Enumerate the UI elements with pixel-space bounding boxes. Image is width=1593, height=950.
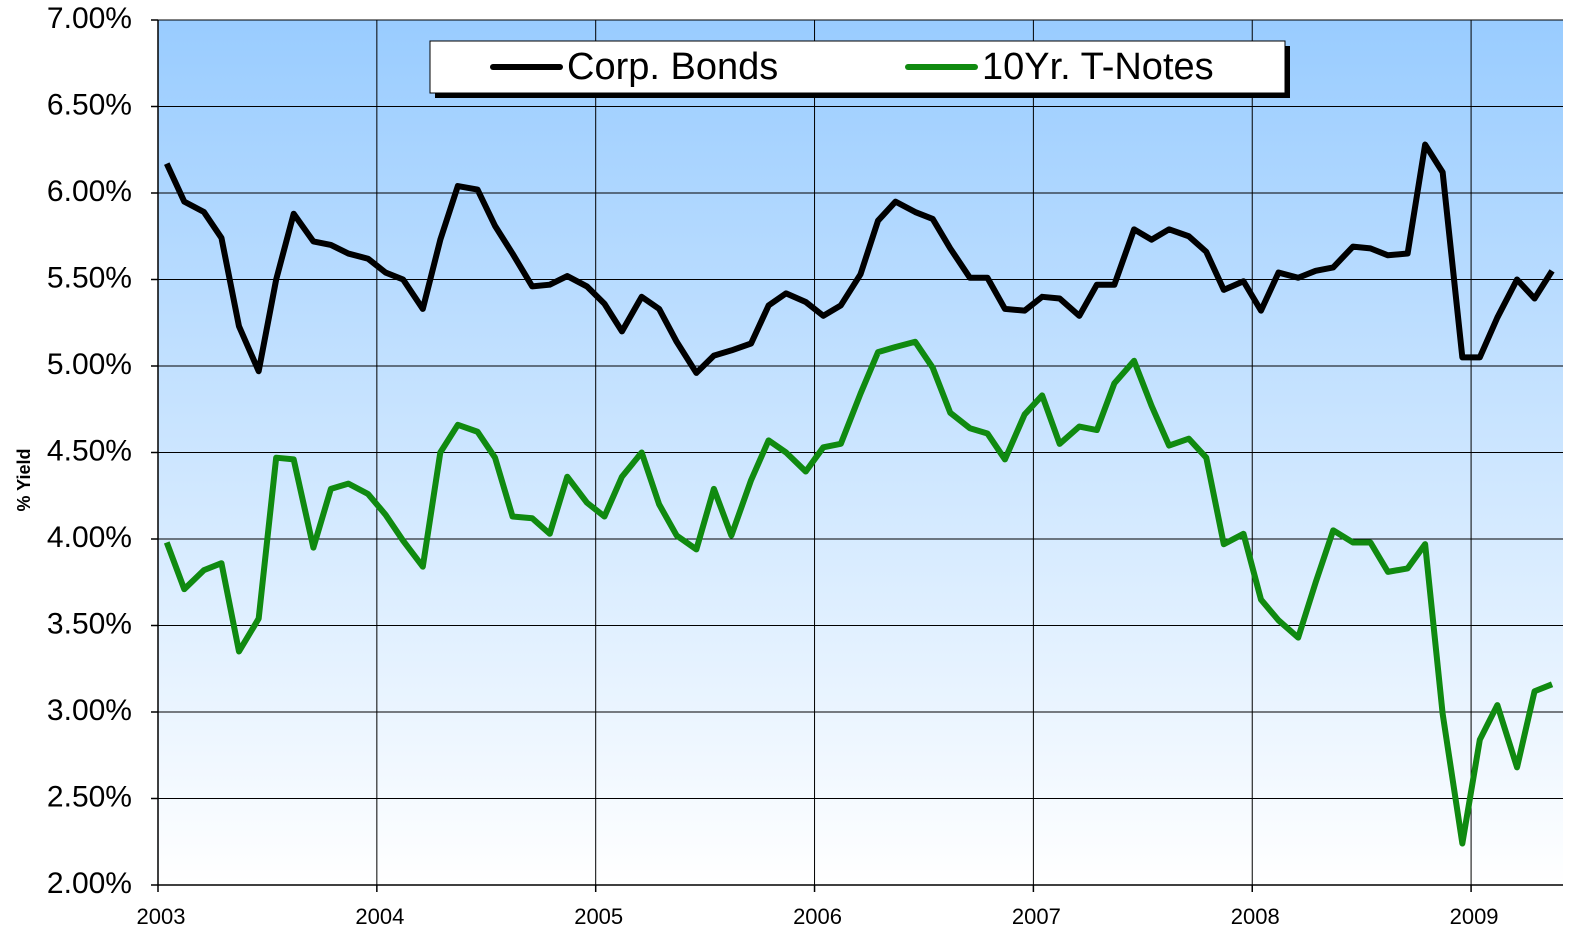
x-tick-label: 2005 xyxy=(574,904,623,929)
x-tick-label: 2003 xyxy=(137,904,186,929)
y-tick-label: 3.00% xyxy=(47,694,132,727)
x-tick-label: 2006 xyxy=(793,904,842,929)
series-line xyxy=(164,141,1555,376)
y-tick-label: 6.00% xyxy=(47,175,132,208)
x-tick-label: 2009 xyxy=(1450,904,1499,929)
y-tick-label: 2.50% xyxy=(47,780,132,813)
legend xyxy=(429,40,1286,94)
y-tick-label: 2.00% xyxy=(47,867,132,900)
y-tick-label: 4.50% xyxy=(47,434,132,467)
x-tick-label: 2007 xyxy=(1012,904,1061,929)
y-tick-label: 6.50% xyxy=(47,88,132,121)
legend-label: Corp. Bonds xyxy=(567,46,778,88)
y-tick-label: 5.50% xyxy=(47,261,132,294)
y-tick-label: 3.50% xyxy=(47,607,132,640)
x-tick-label: 2004 xyxy=(355,904,404,929)
series-line xyxy=(163,338,1554,847)
x-tick-label: 2008 xyxy=(1231,904,1280,929)
y-tick-label: 7.00% xyxy=(47,2,132,35)
legend-label: 10Yr. T-Notes xyxy=(982,46,1214,88)
y-axis-title: % Yield xyxy=(14,448,34,511)
y-tick-label: 4.00% xyxy=(47,521,132,554)
y-tick-label: 5.00% xyxy=(47,348,132,381)
